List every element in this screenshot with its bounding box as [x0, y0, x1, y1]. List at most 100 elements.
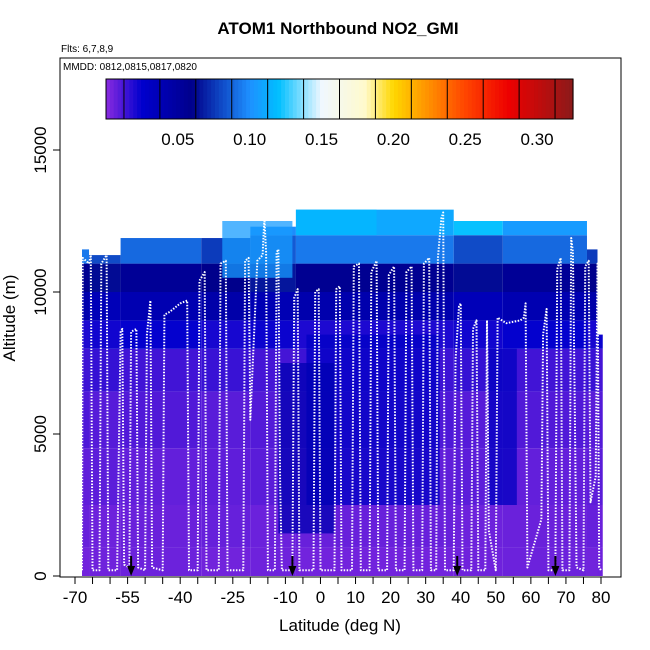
curtain-cell — [453, 235, 503, 264]
colorbar-swatch — [331, 79, 337, 119]
colorbar-swatch — [187, 79, 193, 119]
colorbar-swatch — [172, 79, 177, 119]
colorbar-swatch — [351, 79, 356, 119]
colorbar-swatch — [557, 79, 562, 119]
curtain-cell — [586, 320, 598, 349]
y-tick-label: 15000 — [31, 126, 50, 173]
colorbar-swatch — [117, 79, 123, 119]
curtain-cell — [82, 391, 90, 449]
colorbar-swatch — [261, 79, 267, 119]
curtain-cell — [597, 348, 603, 392]
colorbar-swatch — [176, 79, 181, 119]
colorbar-swatch — [183, 79, 189, 119]
colorbar-swatch — [300, 79, 306, 119]
curtain-cell — [597, 334, 603, 349]
curtain-cell — [82, 292, 90, 321]
colorbar-swatch — [226, 79, 232, 119]
curtain-cell — [586, 505, 598, 548]
colorbar-swatch — [378, 79, 383, 119]
x-tick-label: 10 — [346, 588, 365, 607]
colorbar-swatch — [545, 79, 551, 119]
colorbar-swatch — [467, 79, 473, 119]
colorbar-swatch — [109, 79, 115, 119]
colorbar-swatch — [327, 79, 333, 119]
colorbar-swatch — [522, 79, 527, 119]
curtain-cell — [82, 348, 90, 392]
colorbar-swatch — [448, 79, 453, 119]
colorbar-swatch — [526, 79, 531, 119]
colorbar-swatch — [207, 79, 212, 119]
curtain-cell — [89, 547, 121, 576]
colorbar-swatch — [530, 79, 535, 119]
curtain-cell — [82, 505, 90, 548]
chart-title: ATOM1 Northbound NO2_GMI — [217, 19, 458, 38]
plot-frame — [59, 57, 622, 578]
colorbar-swatch — [483, 79, 488, 119]
curtain-cell — [586, 448, 598, 505]
colorbar-swatch — [347, 79, 352, 119]
curtain-cell — [82, 249, 90, 264]
curtain-layer — [82, 209, 603, 576]
curtain-cell — [82, 448, 90, 505]
arrow-layer — [127, 556, 560, 576]
colorbar-swatch — [405, 79, 411, 119]
colorbar-swatch — [234, 79, 239, 119]
colorbar-swatch — [195, 79, 200, 119]
curtain-cell — [120, 320, 202, 349]
x-axis-title: Latitude (deg N) — [279, 616, 401, 635]
colorbar-swatch — [366, 79, 372, 119]
x-tick-label: -70 — [63, 588, 88, 607]
curtain-cell — [120, 505, 202, 548]
colorbar-swatch — [355, 79, 360, 119]
colorbar-swatch — [164, 79, 169, 119]
colorbar-swatch — [312, 79, 317, 119]
colorbar-swatch — [393, 79, 399, 119]
curtain-cell — [586, 263, 598, 292]
colorbar-swatch — [460, 79, 465, 119]
colorbar-swatch — [148, 79, 154, 119]
x-tick-label: 60 — [521, 588, 540, 607]
colorbar-swatch — [214, 79, 220, 119]
colorbar-swatch — [253, 79, 259, 119]
colorbar-swatch — [211, 79, 216, 119]
flights-note: Flts: 6,7,8,9 — [61, 44, 114, 55]
curtain-cell — [295, 263, 454, 292]
flight-arrow-head — [288, 566, 297, 576]
colorbar-swatch — [479, 79, 485, 119]
colorbar-swatch — [425, 79, 430, 119]
curtain-cell — [120, 547, 202, 576]
curtain-cell — [89, 320, 121, 349]
colorbar-swatch — [362, 79, 368, 119]
colorbar-swatch — [436, 79, 442, 119]
colorbar-swatch — [320, 79, 325, 119]
y-tick-label: 5000 — [31, 415, 50, 453]
colorbar-swatch — [495, 79, 500, 119]
x-tick-label: 40 — [451, 588, 470, 607]
curtain-cell — [89, 448, 121, 505]
flight-track-layer — [81, 211, 602, 572]
x-tick-label: 20 — [381, 588, 400, 607]
curtain-cell — [89, 391, 121, 449]
curtain-cell — [89, 263, 121, 292]
colorbar-swatch — [561, 79, 566, 119]
colorbar-swatch — [518, 79, 524, 119]
curtain-cell — [597, 547, 603, 576]
curtain-cell — [82, 263, 90, 292]
y-tick-label: 10000 — [31, 268, 50, 315]
colorbar-swatch — [475, 79, 481, 119]
colorbar-swatch — [440, 79, 446, 119]
flight-arrow-head — [127, 566, 136, 576]
colorbar-swatch — [160, 79, 165, 119]
curtain-cell — [82, 320, 90, 349]
colorbar-swatch — [339, 79, 344, 119]
curtain-cell — [597, 448, 603, 505]
curtain-cell — [120, 391, 202, 449]
flight-arrow-head — [551, 566, 560, 576]
colorbar-tick-label: 0.30 — [521, 130, 554, 149]
colorbar-swatch — [323, 79, 329, 119]
x-tick-label: 70 — [556, 588, 575, 607]
curtain-cell — [586, 292, 598, 321]
colorbar-swatch — [246, 79, 251, 119]
y-axis-title: Altitude (m) — [0, 275, 19, 362]
colorbar-swatch — [537, 79, 543, 119]
